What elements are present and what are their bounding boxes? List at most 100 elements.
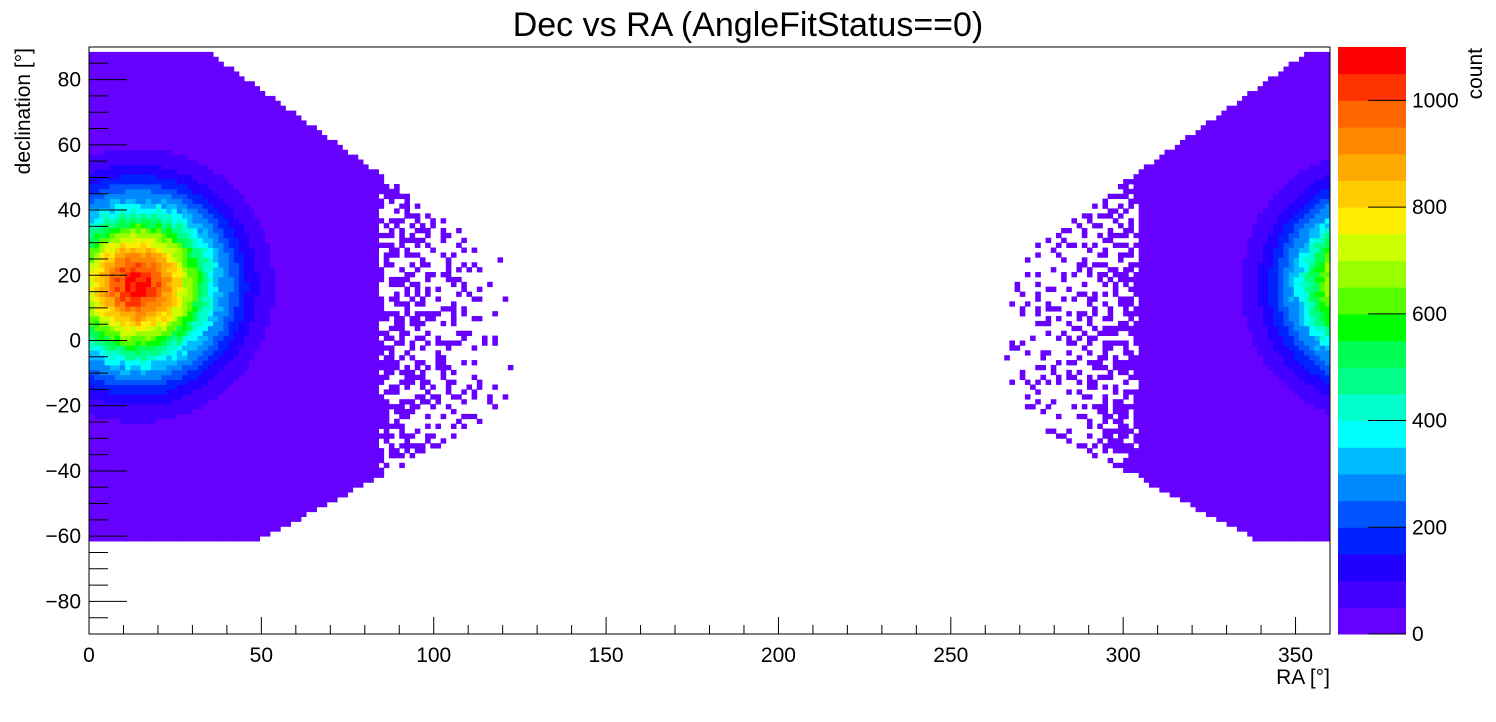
- heatmap-cell: [145, 438, 152, 444]
- heatmap-cell: [280, 125, 286, 131]
- heatmap-cell: [213, 467, 219, 473]
- heatmap-cell: [244, 364, 250, 371]
- heatmap-cell: [156, 125, 162, 131]
- heatmap-cell: [218, 467, 224, 473]
- heatmap-cell: [120, 95, 126, 102]
- heatmap-cell: [145, 203, 152, 209]
- heatmap-cell: [332, 174, 338, 180]
- heatmap-cell: [89, 394, 95, 400]
- heatmap-cell: [306, 218, 312, 224]
- heatmap-cell: [166, 428, 173, 434]
- heatmap-cell: [238, 208, 245, 214]
- heatmap-cell: [202, 110, 209, 116]
- heatmap-cell: [301, 291, 307, 297]
- heatmap-cell: [151, 335, 157, 341]
- heatmap-cell: [161, 159, 167, 165]
- heatmap-cell: [316, 296, 323, 302]
- heatmap-cell: [156, 482, 162, 488]
- heatmap-cell: [104, 130, 111, 136]
- heatmap-cell: [285, 413, 292, 420]
- heatmap-cell: [171, 330, 178, 337]
- heatmap-cell: [161, 413, 167, 420]
- heatmap-cell: [254, 267, 261, 273]
- heatmap-cell: [337, 360, 343, 366]
- heatmap-cell: [114, 183, 121, 190]
- heatmap-cell: [228, 335, 235, 341]
- heatmap-cell: [192, 51, 198, 58]
- heatmap-cell: [151, 374, 157, 381]
- heatmap-cell: [321, 482, 328, 488]
- heatmap-cell: [89, 360, 95, 366]
- heatmap-cell: [228, 413, 235, 420]
- heatmap-cell: [130, 536, 136, 542]
- heatmap-cell: [140, 262, 147, 268]
- heatmap-cell: [321, 179, 328, 185]
- heatmap-cell: [197, 340, 204, 346]
- heatmap-cell: [249, 115, 255, 121]
- heatmap-cell: [244, 433, 250, 439]
- heatmap-cell: [290, 179, 297, 185]
- heatmap-cell: [223, 183, 230, 190]
- heatmap-cell: [269, 179, 276, 185]
- heatmap-cell: [316, 218, 323, 224]
- heatmap-cell: [295, 276, 302, 283]
- heatmap-cell: [228, 237, 235, 244]
- heatmap-cell: [254, 139, 261, 146]
- heatmap-cell: [120, 408, 126, 415]
- heatmap-cell: [151, 369, 157, 376]
- heatmap-cell: [223, 130, 230, 136]
- heatmap-cell: [187, 71, 193, 77]
- heatmap-cell: [249, 276, 255, 283]
- heatmap-cell: [166, 208, 173, 214]
- heatmap-cell: [130, 257, 136, 263]
- heatmap-cell: [104, 51, 111, 58]
- heatmap-cell: [156, 526, 162, 532]
- heatmap-cell: [109, 262, 116, 268]
- heatmap-cell: [238, 423, 245, 429]
- heatmap-cell: [192, 467, 198, 473]
- heatmap-cell: [280, 433, 286, 439]
- heatmap-cell: [94, 95, 100, 102]
- heatmap-cell: [290, 379, 297, 385]
- heatmap-cell: [109, 335, 116, 341]
- heatmap-cell: [130, 497, 136, 503]
- heatmap-cell: [228, 531, 235, 537]
- heatmap-cell: [342, 306, 348, 312]
- heatmap-cell: [94, 81, 100, 87]
- heatmap-cell: [151, 467, 157, 473]
- heatmap-cell: [166, 174, 173, 180]
- heatmap-cell: [89, 120, 95, 126]
- heatmap-cell: [109, 286, 116, 292]
- heatmap-cell: [145, 413, 152, 420]
- heatmap-cell: [156, 325, 162, 332]
- heatmap-cell: [233, 301, 240, 307]
- heatmap-cell: [337, 477, 343, 483]
- heatmap-cell: [306, 316, 312, 322]
- heatmap-cell: [192, 472, 198, 478]
- heatmap-cell: [176, 501, 183, 508]
- heatmap-cell: [295, 433, 302, 439]
- heatmap-cell: [120, 159, 126, 165]
- heatmap-cell: [140, 81, 147, 87]
- heatmap-cell: [363, 404, 369, 410]
- heatmap-cell: [301, 453, 307, 459]
- heatmap-cell: [151, 364, 157, 371]
- heatmap-cell: [218, 272, 224, 278]
- heatmap-cell: [352, 399, 359, 405]
- heatmap-cell: [145, 95, 152, 102]
- heatmap-cell: [176, 369, 183, 376]
- heatmap-cell: [269, 330, 276, 337]
- heatmap-cell: [347, 335, 354, 341]
- heatmap-cell: [228, 144, 235, 151]
- heatmap-cell: [275, 237, 281, 244]
- heatmap-cell: [145, 252, 152, 258]
- heatmap-cell: [275, 340, 281, 346]
- heatmap-cell: [218, 120, 224, 126]
- heatmap-cell: [275, 413, 281, 420]
- heatmap-cell: [192, 316, 198, 322]
- heatmap-cell: [187, 272, 193, 278]
- heatmap-cell: [171, 408, 178, 415]
- heatmap-cell: [213, 487, 219, 493]
- heatmap-cell: [342, 316, 348, 322]
- heatmap-cell: [213, 267, 219, 273]
